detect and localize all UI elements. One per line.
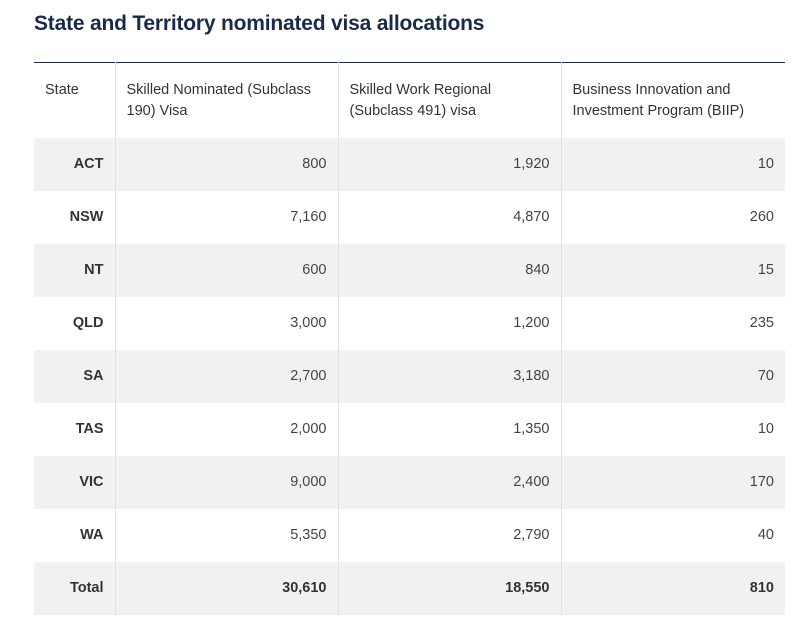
subclass-491-cell: 2,790 bbox=[337, 508, 561, 562]
table-header-row: State Skilled Nominated (Subclass 190) V… bbox=[34, 62, 785, 138]
subclass-190-cell: 3,000 bbox=[114, 296, 338, 350]
biip-cell: 10 bbox=[560, 402, 785, 456]
subclass-190-cell: 800 bbox=[114, 137, 338, 191]
table-total-row: Total 30,610 18,550 810 bbox=[34, 561, 785, 615]
subclass-491-cell: 2,400 bbox=[337, 455, 561, 509]
subclass-190-cell: 600 bbox=[114, 243, 338, 297]
table-row: SA 2,700 3,180 70 bbox=[34, 349, 785, 403]
biip-cell: 15 bbox=[560, 243, 785, 297]
state-cell: QLD bbox=[34, 296, 115, 350]
biip-cell: 235 bbox=[560, 296, 785, 350]
header-state: State bbox=[45, 82, 79, 98]
subclass-190-cell: 9,000 bbox=[114, 455, 338, 509]
total-label-cell: Total bbox=[34, 561, 115, 615]
biip-cell: 170 bbox=[560, 455, 785, 509]
subclass-491-cell: 1,920 bbox=[337, 137, 561, 191]
state-cell: TAS bbox=[34, 402, 115, 456]
table-row: NT 600 840 15 bbox=[34, 243, 785, 297]
table-row: NSW 7,160 4,870 260 bbox=[34, 190, 785, 244]
total-subclass-491-cell: 18,550 bbox=[337, 561, 561, 615]
biip-cell: 70 bbox=[560, 349, 785, 403]
biip-cell: 260 bbox=[560, 190, 785, 244]
state-cell: WA bbox=[34, 508, 115, 562]
table-row: ACT 800 1,920 10 bbox=[34, 137, 785, 191]
state-cell: VIC bbox=[34, 455, 115, 509]
header-biip: Business Innovation and Investment Progr… bbox=[560, 62, 785, 138]
subclass-491-cell: 3,180 bbox=[337, 349, 561, 403]
state-cell: SA bbox=[34, 349, 115, 403]
table-row: WA 5,350 2,790 40 bbox=[34, 508, 785, 562]
subclass-190-cell: 7,160 bbox=[114, 190, 338, 244]
biip-cell: 10 bbox=[560, 137, 785, 191]
visa-allocation-table: State Skilled Nominated (Subclass 190) V… bbox=[34, 62, 785, 615]
biip-cell: 40 bbox=[560, 508, 785, 562]
header-subclass-491: Skilled Work Regional (Subclass 491) vis… bbox=[337, 62, 561, 138]
header-subclass-190: Skilled Nominated (Subclass 190) Visa bbox=[114, 62, 338, 138]
subclass-190-cell: 2,700 bbox=[114, 349, 338, 403]
total-biip-cell: 810 bbox=[560, 561, 785, 615]
table-row: TAS 2,000 1,350 10 bbox=[34, 402, 785, 456]
subclass-491-cell: 1,350 bbox=[337, 402, 561, 456]
visa-allocation-table-container: State Skilled Nominated (Subclass 190) V… bbox=[34, 62, 785, 615]
subclass-190-cell: 5,350 bbox=[114, 508, 338, 562]
subclass-491-cell: 840 bbox=[337, 243, 561, 297]
state-cell: ACT bbox=[34, 137, 115, 191]
subclass-190-cell: 2,000 bbox=[114, 402, 338, 456]
subclass-491-cell: 1,200 bbox=[337, 296, 561, 350]
total-subclass-190-cell: 30,610 bbox=[114, 561, 338, 615]
subclass-491-cell: 4,870 bbox=[337, 190, 561, 244]
state-cell: NSW bbox=[34, 190, 115, 244]
table-row: VIC 9,000 2,400 170 bbox=[34, 455, 785, 509]
table-row: QLD 3,000 1,200 235 bbox=[34, 296, 785, 350]
state-cell: NT bbox=[34, 243, 115, 297]
page-title: State and Territory nominated visa alloc… bbox=[34, 12, 485, 35]
